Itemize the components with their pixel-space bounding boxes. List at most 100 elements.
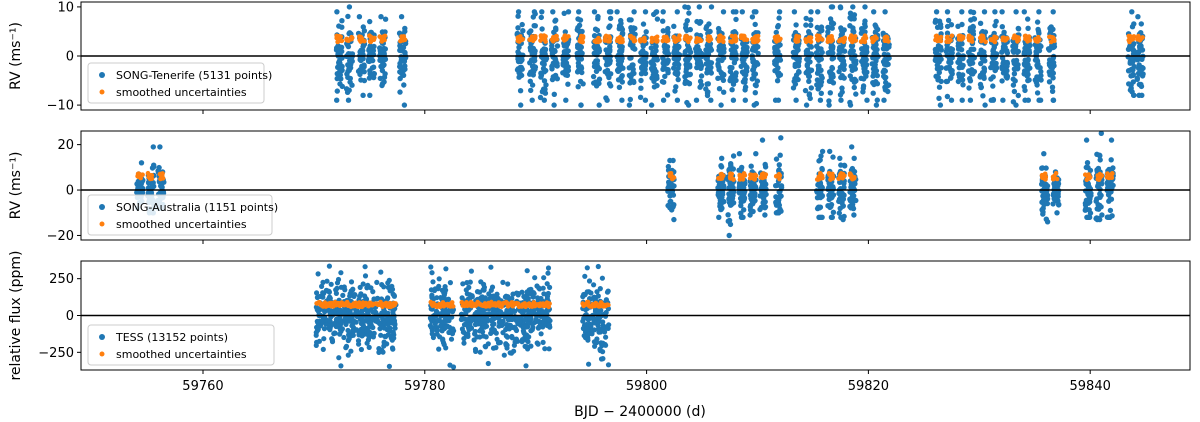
uncertainty-point [716, 176, 721, 181]
data-point [841, 162, 848, 168]
data-point [379, 29, 386, 35]
data-point [526, 29, 532, 36]
data-point [871, 9, 877, 15]
data-point [816, 79, 822, 86]
data-point [336, 58, 343, 64]
data-point [1004, 73, 1011, 80]
data-point [650, 72, 656, 78]
data-point [955, 59, 961, 65]
data-point [592, 343, 598, 349]
data-point [1130, 71, 1137, 78]
uncertainty-point [357, 300, 362, 305]
data-point [627, 96, 633, 103]
data-point [137, 179, 143, 185]
data-point [471, 337, 477, 343]
uncertainty-segment [428, 299, 456, 310]
data-point [538, 70, 544, 76]
data-point [319, 283, 325, 289]
data-point [518, 52, 524, 58]
data-point [969, 60, 976, 66]
data-point [493, 330, 499, 336]
uncertainty-point [796, 34, 802, 39]
data-point [592, 79, 599, 85]
data-point [512, 308, 518, 314]
data-point [1041, 191, 1047, 197]
uncertainty-point [450, 304, 456, 309]
uncertainty-cluster [560, 33, 571, 43]
data-point [847, 99, 853, 106]
uncertainty-point [777, 173, 782, 178]
data-point [773, 156, 780, 162]
data-point [638, 77, 644, 84]
data-point [682, 80, 688, 87]
data-point [334, 97, 340, 103]
data-point [367, 18, 373, 25]
data-point [537, 323, 543, 329]
data-point [852, 181, 858, 187]
data-point [730, 97, 737, 103]
data-point [434, 327, 440, 334]
data-point [944, 30, 951, 36]
uncertainty-point [649, 39, 655, 44]
uncertainty-point [533, 34, 538, 39]
data-point [531, 23, 537, 29]
data-point [586, 278, 593, 284]
data-point [1052, 182, 1058, 188]
uncertainty-point [683, 34, 688, 39]
data-point [661, 57, 667, 64]
uncertainty-cluster [693, 36, 704, 45]
data-point [530, 63, 537, 69]
uncertainty-point [938, 34, 944, 40]
data-point [698, 73, 705, 79]
uncertainty-cluster [737, 171, 748, 182]
data-cluster [836, 4, 848, 103]
data-point [387, 288, 393, 294]
data-point [485, 360, 491, 367]
data-point [337, 81, 343, 87]
data-point [837, 155, 843, 161]
data-point [684, 27, 690, 34]
data-point [944, 93, 951, 100]
uncertainty-point [763, 172, 769, 177]
uncertainty-point [993, 35, 999, 40]
uncertainty-point [751, 176, 756, 181]
data-point [837, 48, 844, 54]
data-point [674, 97, 681, 103]
data-point [464, 280, 470, 286]
data-point [853, 60, 859, 67]
y-axis-label: RV (ms⁻¹) [8, 152, 24, 220]
data-point [156, 164, 162, 171]
data-point [773, 29, 779, 36]
data-point [1050, 26, 1056, 32]
data-point [999, 49, 1005, 55]
data-point [669, 203, 676, 209]
uncertainty-cluster [1047, 34, 1057, 45]
uncertainty-point [837, 174, 843, 180]
data-point [334, 71, 340, 77]
data-point [447, 324, 453, 330]
data-point [360, 92, 366, 99]
data-point [675, 65, 681, 72]
data-point [971, 46, 977, 52]
data-point [1135, 14, 1141, 20]
data-point [1126, 81, 1132, 87]
data-point [1015, 25, 1021, 32]
data-point [651, 11, 657, 18]
data-point [873, 102, 880, 108]
data-point [733, 9, 739, 15]
legend-label: smoothed uncertainties [116, 218, 247, 231]
uncertainty-point [1025, 36, 1030, 41]
uncertainty-point [719, 171, 724, 177]
data-point [594, 27, 601, 33]
uncertainty-cluster [1011, 33, 1021, 44]
data-point [751, 47, 758, 53]
uncertainty-point [969, 35, 975, 41]
uncertainty-cluster [377, 33, 388, 44]
uncertainty-point [869, 36, 875, 41]
uncertainty-point [755, 39, 760, 44]
data-point [326, 296, 332, 302]
data-point [385, 321, 391, 328]
data-point [534, 318, 540, 324]
uncertainty-cluster [1095, 171, 1105, 182]
data-point [841, 66, 847, 73]
